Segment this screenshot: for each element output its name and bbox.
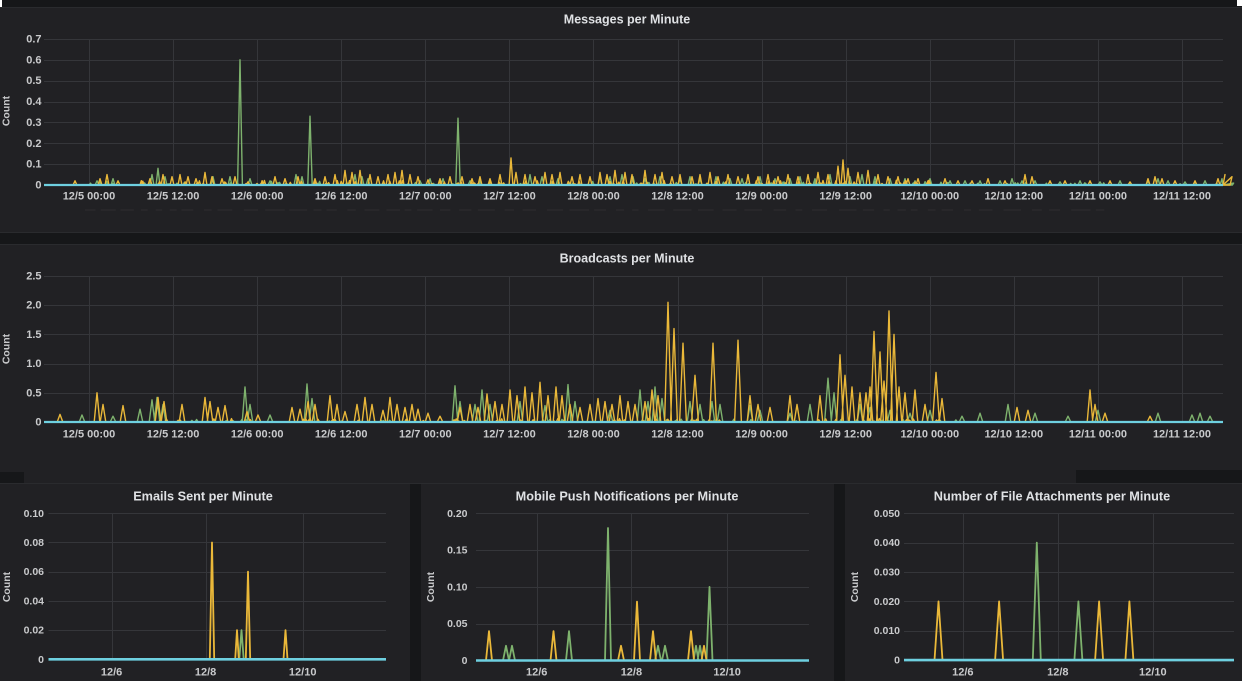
svg-text:12/5 00:00: 12/5 00:00 [63, 429, 116, 441]
svg-text:12/7 12:00: 12/7 12:00 [483, 429, 536, 441]
svg-text:0.04: 0.04 [24, 595, 45, 607]
svg-text:1.0: 1.0 [26, 358, 41, 370]
svg-text:0.050: 0.050 [874, 508, 900, 520]
svg-text:12/11 00:00: 12/11 00:00 [1069, 191, 1127, 203]
svg-text:0.7: 0.7 [26, 34, 41, 46]
svg-text:12/8 00:00: 12/8 00:00 [567, 429, 620, 441]
svg-text:0: 0 [894, 655, 900, 667]
svg-text:2.5: 2.5 [26, 271, 41, 283]
svg-text:0: 0 [38, 654, 44, 666]
svg-text:12/9 12:00: 12/9 12:00 [819, 191, 872, 203]
svg-text:12/10 00:00: 12/10 00:00 [900, 191, 959, 203]
svg-text:0.10: 0.10 [447, 581, 468, 593]
svg-text:Count: Count [1, 95, 13, 126]
svg-text:0.20: 0.20 [447, 508, 468, 520]
svg-text:0.2: 0.2 [26, 138, 41, 150]
svg-text:12/10 00:00: 12/10 00:00 [900, 429, 959, 441]
svg-text:1.5: 1.5 [26, 329, 41, 341]
svg-text:Broadcasts per Minute: Broadcasts per Minute [560, 252, 695, 266]
svg-text:0.6: 0.6 [26, 54, 41, 66]
svg-text:0.08: 0.08 [24, 537, 45, 549]
svg-text:12/10 12:00: 12/10 12:00 [984, 191, 1043, 203]
svg-text:Count: Count [1, 333, 13, 364]
svg-text:12/10: 12/10 [289, 667, 317, 679]
svg-text:12/10: 12/10 [713, 667, 741, 679]
svg-text:Emails Sent per Minute: Emails Sent per Minute [133, 490, 273, 504]
svg-text:12/11 00:00: 12/11 00:00 [1069, 429, 1127, 441]
svg-text:Mobile Push Notifications per: Mobile Push Notifications per Minute [516, 490, 739, 504]
svg-text:0.3: 0.3 [26, 117, 41, 129]
svg-text:12/9 00:00: 12/9 00:00 [735, 191, 788, 203]
svg-text:Count: Count [849, 571, 861, 602]
svg-text:12/10: 12/10 [1139, 667, 1167, 679]
svg-text:12/7 00:00: 12/7 00:00 [399, 191, 452, 203]
svg-text:12/7 12:00: 12/7 12:00 [483, 191, 536, 203]
svg-text:Count: Count [425, 571, 437, 602]
svg-text:Number of File Attachments per: Number of File Attachments per Minute [934, 490, 1170, 504]
svg-text:12/5 00:00: 12/5 00:00 [63, 191, 116, 203]
svg-text:12/8 00:00: 12/8 00:00 [567, 191, 620, 203]
svg-text:12/6: 12/6 [526, 667, 547, 679]
svg-text:12/8: 12/8 [1047, 667, 1068, 679]
svg-text:12/9 12:00: 12/9 12:00 [819, 429, 872, 441]
svg-text:0: 0 [35, 180, 41, 192]
svg-text:0.040: 0.040 [874, 537, 900, 549]
svg-text:0.05: 0.05 [447, 618, 468, 630]
svg-text:0.15: 0.15 [447, 545, 468, 557]
svg-text:12/11 12:00: 12/11 12:00 [1153, 429, 1211, 441]
svg-text:Messages per Minute: Messages per Minute [564, 13, 690, 27]
svg-text:12/5 12:00: 12/5 12:00 [147, 191, 200, 203]
svg-text:12/9 00:00: 12/9 00:00 [735, 429, 788, 441]
svg-text:12/6: 12/6 [952, 667, 973, 679]
svg-text:12/6 12:00: 12/6 12:00 [315, 429, 368, 441]
svg-text:0.10: 0.10 [24, 508, 45, 520]
svg-text:0.1: 0.1 [26, 159, 41, 171]
svg-text:12/11 12:00: 12/11 12:00 [1153, 191, 1211, 203]
svg-text:Count: Count [1, 571, 13, 602]
svg-text:12/10 12:00: 12/10 12:00 [984, 429, 1043, 441]
svg-text:12/5 12:00: 12/5 12:00 [147, 429, 200, 441]
svg-text:0.030: 0.030 [874, 567, 900, 579]
svg-text:2.0: 2.0 [26, 300, 41, 312]
svg-text:12/8: 12/8 [195, 667, 216, 679]
svg-text:12/7 00:00: 12/7 00:00 [399, 429, 452, 441]
svg-text:0.020: 0.020 [874, 596, 900, 608]
svg-text:12/8: 12/8 [621, 667, 642, 679]
svg-text:0: 0 [35, 417, 41, 429]
svg-text:12/6: 12/6 [101, 667, 122, 679]
svg-text:12/6 00:00: 12/6 00:00 [231, 191, 284, 203]
svg-text:0.5: 0.5 [26, 75, 41, 87]
svg-text:0.010: 0.010 [874, 625, 900, 637]
svg-text:12/6 12:00: 12/6 12:00 [315, 191, 368, 203]
svg-text:0.5: 0.5 [26, 387, 41, 399]
svg-text:0.4: 0.4 [26, 96, 42, 108]
svg-text:0: 0 [462, 655, 468, 667]
svg-text:12/6 00:00: 12/6 00:00 [231, 429, 284, 441]
svg-text:0.02: 0.02 [24, 625, 45, 637]
svg-text:12/8 12:00: 12/8 12:00 [651, 429, 704, 441]
svg-text:12/8 12:00: 12/8 12:00 [651, 191, 704, 203]
svg-text:0.06: 0.06 [24, 566, 45, 578]
